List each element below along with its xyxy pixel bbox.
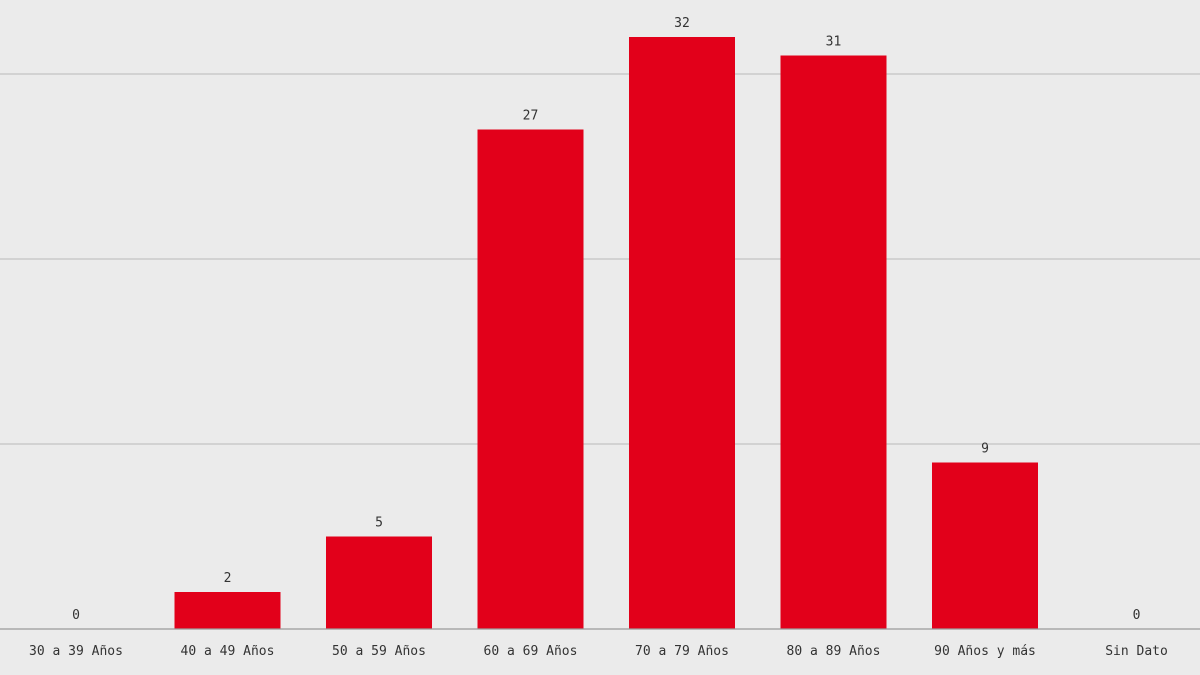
- bar-4: [629, 37, 735, 629]
- data-label-5: 31: [826, 35, 842, 50]
- x-tick-label-6: 90 Años y más: [934, 644, 1036, 659]
- bars: [174, 37, 1038, 629]
- data-label-3: 27: [523, 109, 539, 124]
- x-tick-label-3: 60 a 69 Años: [484, 644, 578, 659]
- bar-5: [780, 55, 887, 629]
- bar-1: [174, 592, 281, 629]
- x-tick-labels: 30 a 39 Años 40 a 49 Años 50 a 59 Años 60 a…: [29, 644, 1168, 659]
- data-label-7: 0: [1133, 608, 1141, 623]
- data-label-2: 5: [375, 516, 383, 531]
- data-label-1: 2: [224, 571, 232, 586]
- data-label-0: 0: [72, 608, 80, 623]
- bar-3: [477, 129, 584, 629]
- x-tick-label-7: Sin Dato: [1105, 644, 1168, 659]
- gridlines: [0, 73, 1200, 445]
- x-tick-label-1: 40 a 49 Años: [181, 644, 275, 659]
- x-tick-label-4: 70 a 79 Años: [635, 644, 729, 659]
- bar-2: [326, 536, 432, 629]
- data-label-4: 32: [674, 16, 690, 31]
- bar-6: [932, 462, 1038, 629]
- x-tick-label-2: 50 a 59 Años: [332, 644, 426, 659]
- x-tick-label-5: 80 a 89 Años: [787, 644, 881, 659]
- data-label-6: 9: [981, 442, 989, 457]
- x-tick-label-0: 30 a 39 Años: [29, 644, 123, 659]
- data-labels: 0 2 5 27 32 31 9 0: [72, 16, 1140, 623]
